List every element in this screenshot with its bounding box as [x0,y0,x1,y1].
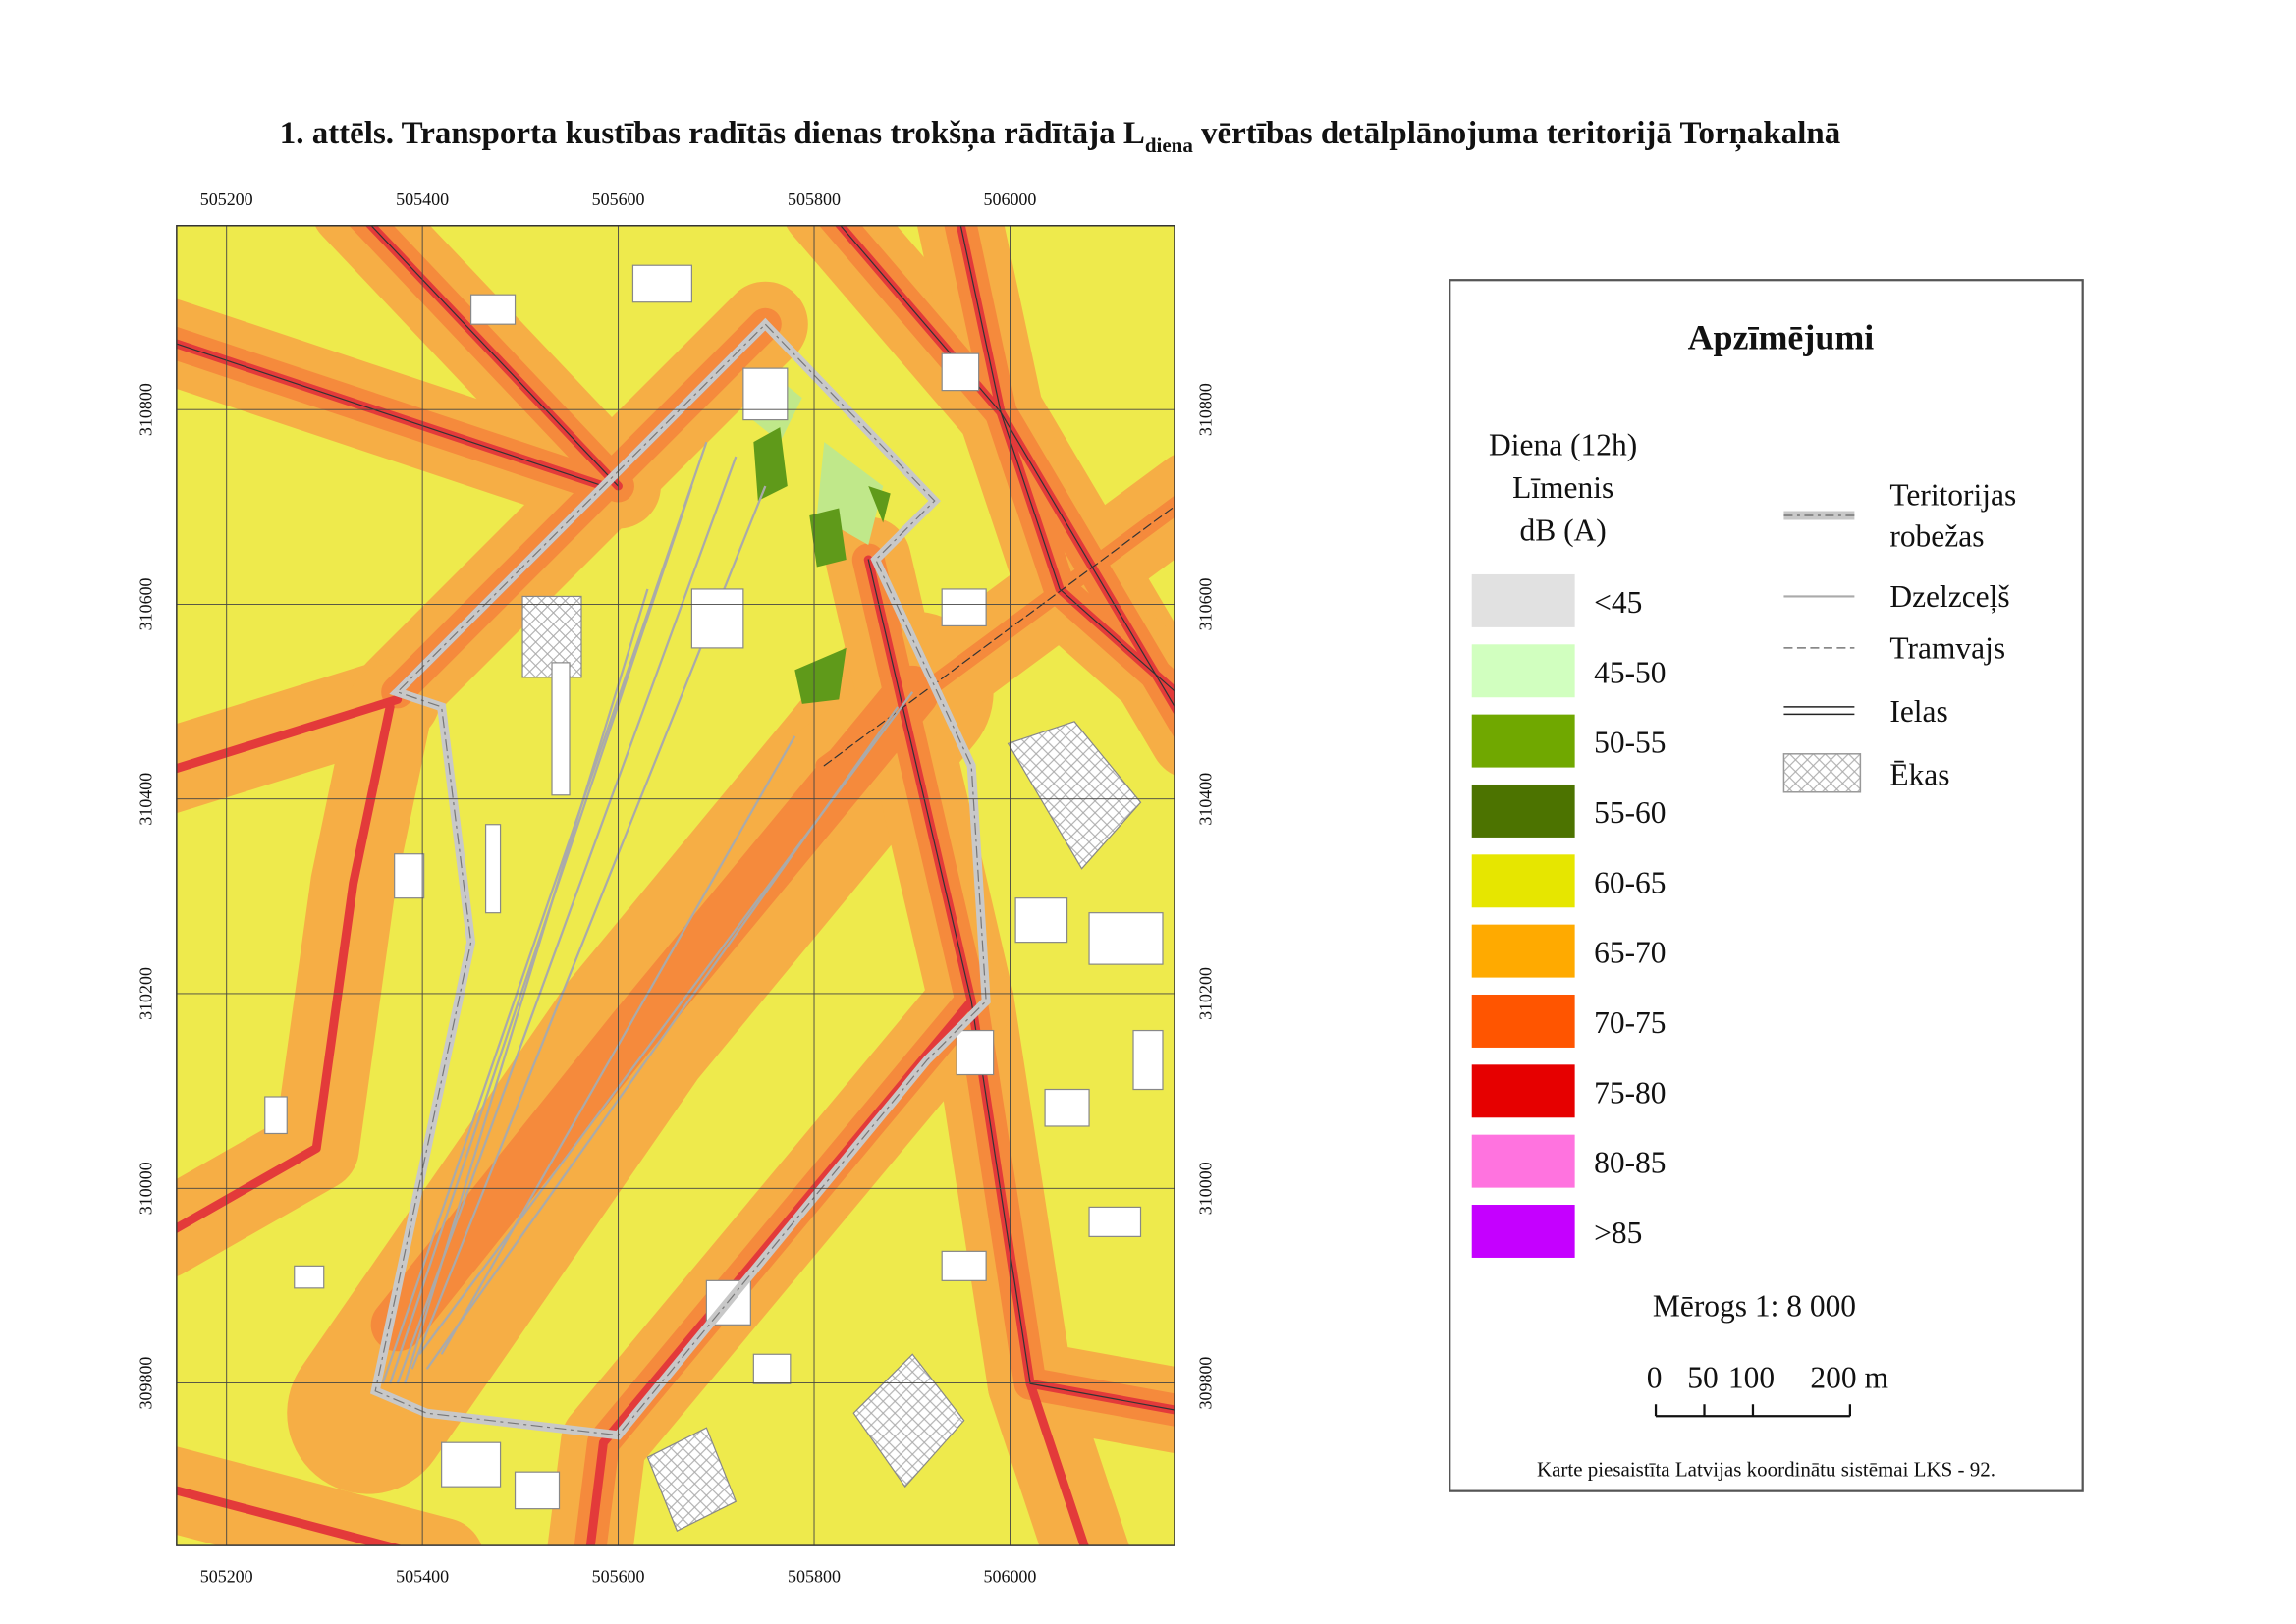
scale-label: 200 m [1810,1361,1888,1395]
y-label-right: 310800 [1195,383,1215,436]
x-label-top: 505800 [788,189,841,209]
legend-swatch [1471,1205,1575,1258]
legend-swatch [1471,784,1575,838]
legend-header-line: Līmenis [1512,470,1613,505]
legend-classes: <45 45-50 50-55 55-60 60-65 65-70 70-75 75-80 80… [1471,573,1667,1258]
y-label-right: 310000 [1195,1162,1215,1215]
legend-swatch [1471,644,1575,698]
legend-label: 60-65 [1594,865,1666,899]
map-title: 1. attēls. Transporta kustības radītās d… [280,116,1840,157]
y-label-left: 310200 [136,967,155,1020]
grid [176,225,1175,1546]
legend-swatch [1471,994,1575,1048]
legend-label: 50-55 [1594,726,1666,760]
x-label-top: 505600 [592,189,645,209]
y-label-left: 310000 [136,1162,155,1215]
tram-label: Tramvajs [1889,630,2005,665]
legend-swatch [1471,924,1575,978]
coordinate-labels: 505200 505200 505400 505400 505600 505600 5058… [136,189,1215,1587]
y-label-right: 309800 [1195,1357,1215,1410]
y-label-right: 310400 [1195,773,1215,826]
legend-label: <45 [1594,585,1642,620]
buildings [264,264,1164,1532]
scale-bar: 0 50 100 200 m [1647,1361,1888,1418]
map-frame [176,225,1175,1546]
scale-label: 0 [1647,1361,1663,1395]
streets-label: Ielas [1889,694,1947,729]
x-label-bottom: 505400 [396,1567,449,1587]
y-label-right: 310600 [1195,577,1215,630]
railway-label: Dzelzceļš [1889,579,2009,614]
x-label-top: 506000 [983,189,1036,209]
legend-label: 80-85 [1594,1146,1666,1180]
footnote: Karte piesaistīta Latvijas koordinātu si… [1537,1458,1995,1482]
legend-swatch [1471,1134,1575,1188]
y-label-left: 310400 [136,773,155,826]
legend-label: 45-50 [1594,655,1666,689]
title-text-after: vērtības detālplānojuma teritorijā Torņa… [1193,116,1840,152]
legend: Apzīmējumi Diena (12h) Līmenis dB (A) <45 4… [1449,279,2084,1492]
y-label-right: 310200 [1195,967,1215,1020]
buildings-label: Ēkas [1889,757,1949,791]
x-label-top: 505200 [200,189,253,209]
x-label-bottom: 506000 [983,1567,1036,1587]
legend-label: 70-75 [1594,1005,1666,1040]
legend-label: 65-70 [1594,936,1666,970]
building-symbol [1782,753,1862,793]
legend-title: Apzīmējumi [1688,318,1875,357]
legend-swatch [1471,1064,1575,1118]
x-label-top: 505400 [396,189,449,209]
legend-swatch [1471,573,1575,627]
y-label-left: 310600 [136,577,155,630]
legend-label: 75-80 [1594,1075,1666,1110]
legend-header-line: dB (A) [1519,513,1606,547]
boundary-label: robežas [1889,518,1984,553]
legend-swatch [1471,854,1575,908]
x-label-bottom: 505200 [200,1567,253,1587]
x-label-bottom: 505600 [592,1567,645,1587]
y-label-left: 310800 [136,383,155,436]
legend-swatch [1471,714,1575,768]
legend-header-line: Diena (12h) [1489,428,1637,462]
green-zones [753,427,891,704]
scale-label: 50 [1687,1361,1718,1395]
noise-map [176,225,1175,1546]
legend-label: 55-60 [1594,795,1666,830]
scale-label: 100 [1728,1361,1775,1395]
x-label-bottom: 505800 [788,1567,841,1587]
y-label-left: 309800 [136,1357,155,1410]
title-subscript: diena [1145,134,1193,157]
legend-label: >85 [1594,1216,1642,1250]
scale-text: Mērogs 1: 8 000 [1653,1288,1856,1323]
symbol-legend: Teritorijas robežas Dzelzceļš Tramvajs I… [1782,478,2016,793]
boundary-label: Teritorijas [1889,478,2016,513]
legend-header: Diena (12h) Līmenis dB (A) [1489,428,1637,548]
title-text: 1. attēls. Transporta kustības radītās d… [280,116,1145,152]
